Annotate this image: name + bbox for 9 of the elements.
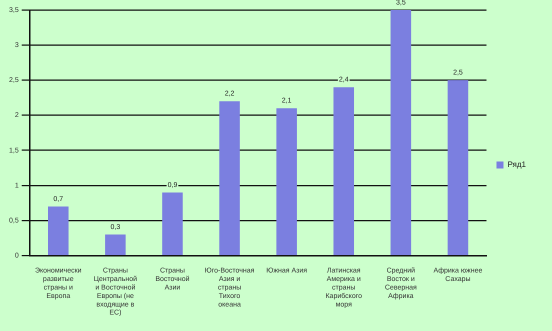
bar — [390, 10, 412, 255]
bar — [219, 101, 240, 255]
bar — [48, 206, 69, 255]
bar — [162, 192, 183, 255]
legend-label: Ряд1 — [507, 160, 527, 170]
bar — [105, 234, 126, 255]
bar — [276, 108, 297, 255]
bar — [333, 87, 354, 255]
bar — [448, 80, 468, 255]
